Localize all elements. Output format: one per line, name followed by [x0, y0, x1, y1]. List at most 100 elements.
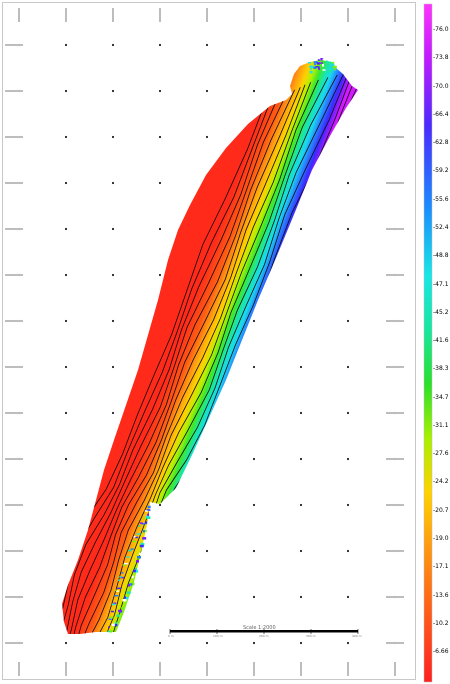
coordinate-tick-mark — [386, 642, 404, 644]
grid-marker — [205, 595, 209, 599]
grid-marker — [346, 595, 350, 599]
speckle — [316, 62, 320, 65]
coordinate-tick-mark — [386, 228, 404, 230]
coordinate-tick-mark — [386, 274, 404, 276]
speckle — [121, 572, 124, 574]
grid-marker — [158, 549, 162, 553]
coordinate-tick-mark — [5, 458, 23, 460]
grid-marker — [205, 135, 209, 139]
depth-contour-line — [103, 74, 338, 634]
scale-title: Scale 1:2000 — [243, 625, 276, 631]
speckle — [109, 616, 114, 619]
coordinate-tick-mark — [18, 8, 20, 22]
speckle — [320, 58, 324, 61]
grid-marker — [64, 411, 68, 415]
coordinate-tick-mark — [386, 366, 404, 368]
speckle — [322, 58, 327, 61]
scale-tick-label: 400 m — [352, 634, 362, 638]
speckle — [108, 618, 112, 620]
speckle — [111, 603, 116, 606]
coordinate-tick-mark — [386, 596, 404, 598]
speckle — [135, 536, 139, 539]
coordinate-tick-mark — [206, 662, 208, 676]
legend-label: -34.7 — [433, 393, 449, 401]
coordinate-tick-mark — [5, 504, 23, 506]
grid-marker — [64, 549, 68, 553]
grid-marker — [158, 503, 162, 507]
grid-marker — [111, 135, 115, 139]
legend-label: -59.2 — [433, 167, 449, 175]
grid-marker — [346, 135, 350, 139]
grid-marker — [252, 319, 256, 323]
coordinate-tick-mark — [386, 136, 404, 138]
grid-marker — [205, 457, 209, 461]
speckle — [142, 537, 147, 540]
speckle — [122, 599, 127, 602]
grid-marker — [111, 365, 115, 369]
grid-marker — [158, 641, 162, 645]
grid-marker — [64, 135, 68, 139]
coordinate-tick-mark — [5, 90, 23, 92]
legend-label: -13.6 — [433, 591, 449, 599]
speckle — [308, 62, 311, 64]
speckle — [143, 517, 146, 520]
speckle — [115, 622, 117, 625]
coordinate-tick-mark — [5, 366, 23, 368]
depth-contour-line — [62, 94, 280, 634]
speckle — [315, 66, 320, 68]
speckle — [131, 575, 134, 579]
coordinate-tick-mark — [5, 320, 23, 322]
grid-marker — [111, 227, 115, 231]
coordinate-tick-mark — [65, 662, 67, 676]
coordinate-tick-mark — [253, 8, 255, 22]
swath-edge-speckles — [107, 58, 337, 633]
speckle — [122, 564, 126, 566]
grid-marker — [299, 595, 303, 599]
depth-contour-line — [62, 99, 267, 634]
grid-marker — [205, 549, 209, 553]
speckle — [126, 591, 131, 594]
coordinate-tick-mark — [112, 662, 114, 676]
speckle — [313, 61, 318, 64]
speckle — [134, 570, 138, 573]
coordinate-tick-mark — [386, 412, 404, 414]
grid-marker — [346, 411, 350, 415]
grid-marker — [252, 411, 256, 415]
grid-marker — [252, 549, 256, 553]
speckle — [138, 525, 141, 527]
coordinate-tick-mark — [347, 662, 349, 676]
speckle — [118, 579, 121, 581]
grid-marker — [346, 319, 350, 323]
speckle — [318, 67, 321, 70]
speckle — [310, 68, 312, 70]
speckle — [123, 562, 128, 565]
grid-marker — [205, 43, 209, 47]
speckle — [139, 522, 143, 524]
speckle — [132, 540, 137, 543]
speckle — [141, 523, 146, 525]
depth-legend-labels: -76.0 -73.8 -70.0 -66.4 -62.8 -59.2 -55.6 -52.4… — [433, 0, 450, 684]
legend-label: -55.6 — [433, 195, 449, 203]
grid-marker — [299, 227, 303, 231]
grid-marker — [205, 89, 209, 93]
grid-marker — [64, 43, 68, 47]
speckle — [322, 69, 326, 71]
grid-marker — [299, 411, 303, 415]
grid-marker — [64, 273, 68, 277]
speckle — [136, 533, 141, 535]
grid-marker — [299, 319, 303, 323]
legend-label: -48.8 — [433, 252, 449, 260]
grid-marker — [346, 43, 350, 47]
legend-label: -31.1 — [433, 421, 449, 429]
depth-contour-line — [78, 82, 311, 634]
speckle — [130, 582, 135, 586]
grid-marker — [252, 89, 256, 93]
grid-marker — [205, 503, 209, 507]
coordinate-tick-mark — [5, 228, 23, 230]
grid-marker — [64, 181, 68, 185]
speckle — [110, 630, 113, 633]
grid-marker — [299, 43, 303, 47]
speckle — [326, 65, 330, 68]
